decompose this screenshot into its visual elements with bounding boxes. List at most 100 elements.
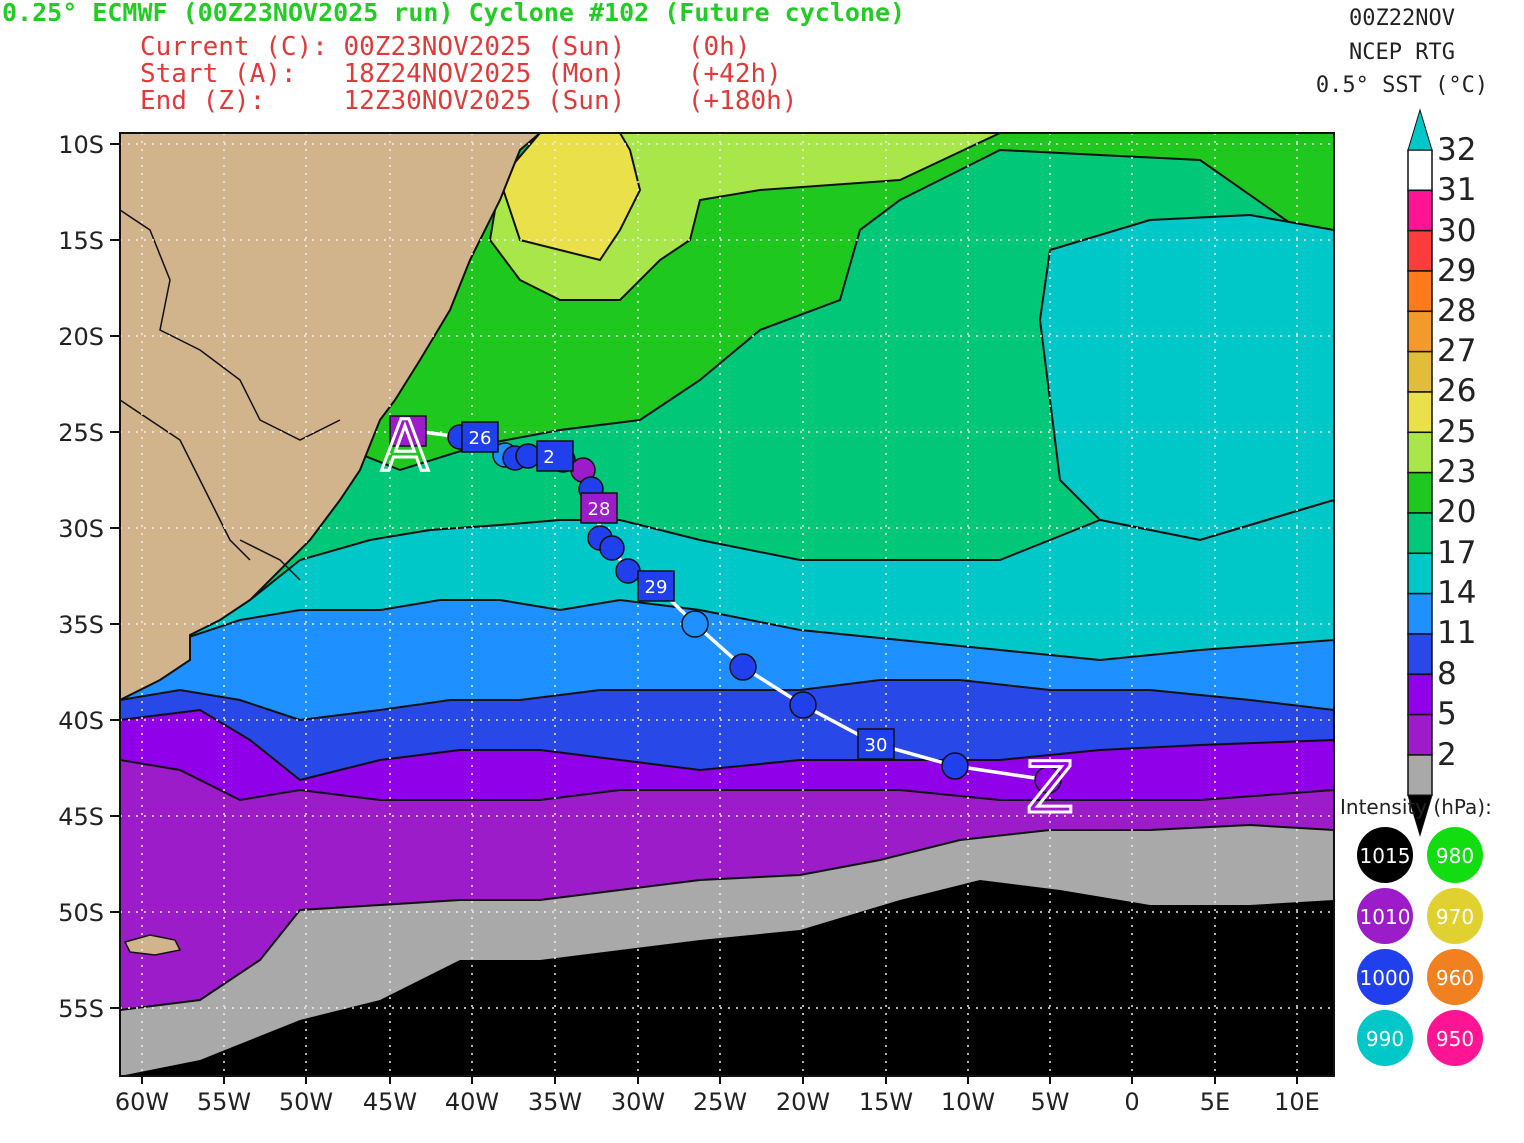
lon-label: 60W bbox=[115, 1088, 169, 1116]
colorbar-segment bbox=[1407, 350, 1433, 393]
colorbar-label: 25 bbox=[1437, 414, 1476, 450]
day-label: 28 bbox=[588, 499, 611, 520]
intensity-swatch bbox=[1357, 888, 1413, 944]
start-time-line: Start (A): 18Z24NOV2025 (Mon) (+42h) bbox=[140, 59, 782, 89]
intensity-label: 980 bbox=[1436, 844, 1474, 868]
country-borders bbox=[120, 209, 341, 581]
colorbar-segment bbox=[1407, 189, 1433, 232]
lat-label: 20S bbox=[58, 323, 104, 351]
lon-label: 40W bbox=[445, 1088, 499, 1116]
lat-label: 40S bbox=[58, 707, 104, 735]
intensity-legend-title: Intensity (hPa): bbox=[1340, 795, 1492, 819]
lon-label: 5E bbox=[1200, 1088, 1230, 1116]
sst-date-label: 00Z22NOV bbox=[1349, 6, 1455, 31]
end-time-line: End (Z): 12Z30NOV2025 (Sun) (+180h) bbox=[140, 86, 798, 116]
colorbar-label: 2 bbox=[1437, 737, 1457, 773]
falkland-islands bbox=[123, 934, 182, 956]
colorbar-label: 29 bbox=[1437, 253, 1476, 289]
intensity-label: 960 bbox=[1436, 966, 1474, 990]
colorbar-segment bbox=[1407, 592, 1433, 635]
lat-label: 45S bbox=[58, 803, 104, 831]
colorbar-label: 8 bbox=[1437, 656, 1457, 692]
track-start-marker: A bbox=[381, 405, 429, 487]
colorbar-label: 14 bbox=[1437, 575, 1476, 611]
intensity-label: 990 bbox=[1366, 1027, 1404, 1051]
intensity-legend: 1015 980 1010 970 1000 960 990 950 bbox=[1357, 827, 1483, 1066]
sst-band-below-2 bbox=[120, 880, 1334, 1076]
colorbar-segment bbox=[1407, 552, 1433, 595]
colorbar-label: 17 bbox=[1437, 535, 1476, 571]
colorbar-label: 27 bbox=[1437, 333, 1476, 369]
sst-map: 26 2 28 29 30 A Z bbox=[120, 133, 1334, 1076]
lon-label: 45W bbox=[363, 1088, 417, 1116]
track-point bbox=[789, 691, 817, 719]
day-box bbox=[580, 492, 618, 524]
lon-label: 25W bbox=[693, 1088, 747, 1116]
track-point bbox=[599, 535, 625, 561]
chart-title: 0.25° ECMWF (00Z23NOV2025 run) Cyclone #… bbox=[2, 0, 906, 27]
sst-colorbar bbox=[1407, 108, 1433, 838]
intensity-swatch bbox=[1427, 827, 1483, 883]
intensity-swatch bbox=[1427, 888, 1483, 944]
track-point bbox=[729, 653, 757, 681]
intensity-label: 950 bbox=[1436, 1027, 1474, 1051]
track-point bbox=[941, 752, 969, 780]
lon-label: 30W bbox=[611, 1088, 665, 1116]
colorbar-segment bbox=[1407, 512, 1433, 555]
colorbar-label: 32 bbox=[1437, 132, 1476, 168]
colorbar-segment bbox=[1407, 754, 1433, 797]
colorbar-segment bbox=[1407, 633, 1433, 676]
lon-label: 20W bbox=[776, 1088, 830, 1116]
colorbar-top-arrow bbox=[1407, 108, 1433, 151]
intensity-swatch bbox=[1357, 949, 1413, 1005]
sst-band-17-20-east bbox=[1038, 213, 1334, 542]
colorbar-segment bbox=[1407, 471, 1433, 514]
colorbar-segment bbox=[1407, 391, 1433, 434]
south-america-land bbox=[120, 133, 542, 702]
day-box bbox=[461, 421, 499, 453]
lat-label: 50S bbox=[58, 899, 104, 927]
lon-label: 10E bbox=[1274, 1088, 1320, 1116]
colorbar-label: 31 bbox=[1437, 172, 1476, 208]
colorbar-segment bbox=[1407, 310, 1433, 353]
colorbar-label: 23 bbox=[1437, 454, 1476, 490]
day-box-start bbox=[389, 415, 427, 447]
intensity-label: 1000 bbox=[1360, 966, 1411, 990]
colorbar-segment bbox=[1407, 270, 1433, 313]
lat-label: 35S bbox=[58, 611, 104, 639]
track-point bbox=[615, 558, 641, 584]
lon-label: 50W bbox=[279, 1088, 333, 1116]
lat-label: 15S bbox=[58, 227, 104, 255]
intensity-label: 1015 bbox=[1360, 844, 1411, 868]
colorbar-segment bbox=[1407, 673, 1433, 716]
lon-label: 55W bbox=[197, 1088, 251, 1116]
intensity-label: 970 bbox=[1436, 905, 1474, 929]
intensity-swatch bbox=[1357, 1010, 1413, 1066]
lon-label: 0 bbox=[1124, 1088, 1139, 1116]
track-end-marker: Z bbox=[1026, 747, 1074, 829]
map-frame bbox=[119, 132, 1335, 1077]
lon-label: 5W bbox=[1031, 1088, 1070, 1116]
day-label: 30 bbox=[865, 735, 888, 756]
intensity-swatch bbox=[1427, 1010, 1483, 1066]
colorbar-segment bbox=[1407, 229, 1433, 272]
lat-label: 10S bbox=[58, 131, 104, 159]
lon-label: 35W bbox=[528, 1088, 582, 1116]
lat-label: 25S bbox=[58, 419, 104, 447]
sst-product-label: 0.5° SST (°C) bbox=[1315, 73, 1489, 98]
current-time-line: Current (C): 00Z23NOV2025 (Sun) (0h) bbox=[140, 32, 751, 62]
day-label: 2 bbox=[543, 447, 554, 468]
colorbar-segment bbox=[1407, 431, 1433, 474]
colorbar-label: 5 bbox=[1437, 696, 1457, 732]
track-point bbox=[1034, 766, 1062, 794]
lat-label: 30S bbox=[58, 515, 104, 543]
sst-band-26-27 bbox=[498, 133, 642, 262]
day-boxes bbox=[389, 415, 895, 760]
lon-label: 10W bbox=[941, 1088, 995, 1116]
lat-label: 55S bbox=[58, 995, 104, 1023]
intensity-label: 1010 bbox=[1360, 905, 1411, 929]
colorbar-label: 11 bbox=[1437, 615, 1476, 651]
day-box bbox=[637, 570, 675, 602]
colorbar-label: 28 bbox=[1437, 293, 1476, 329]
